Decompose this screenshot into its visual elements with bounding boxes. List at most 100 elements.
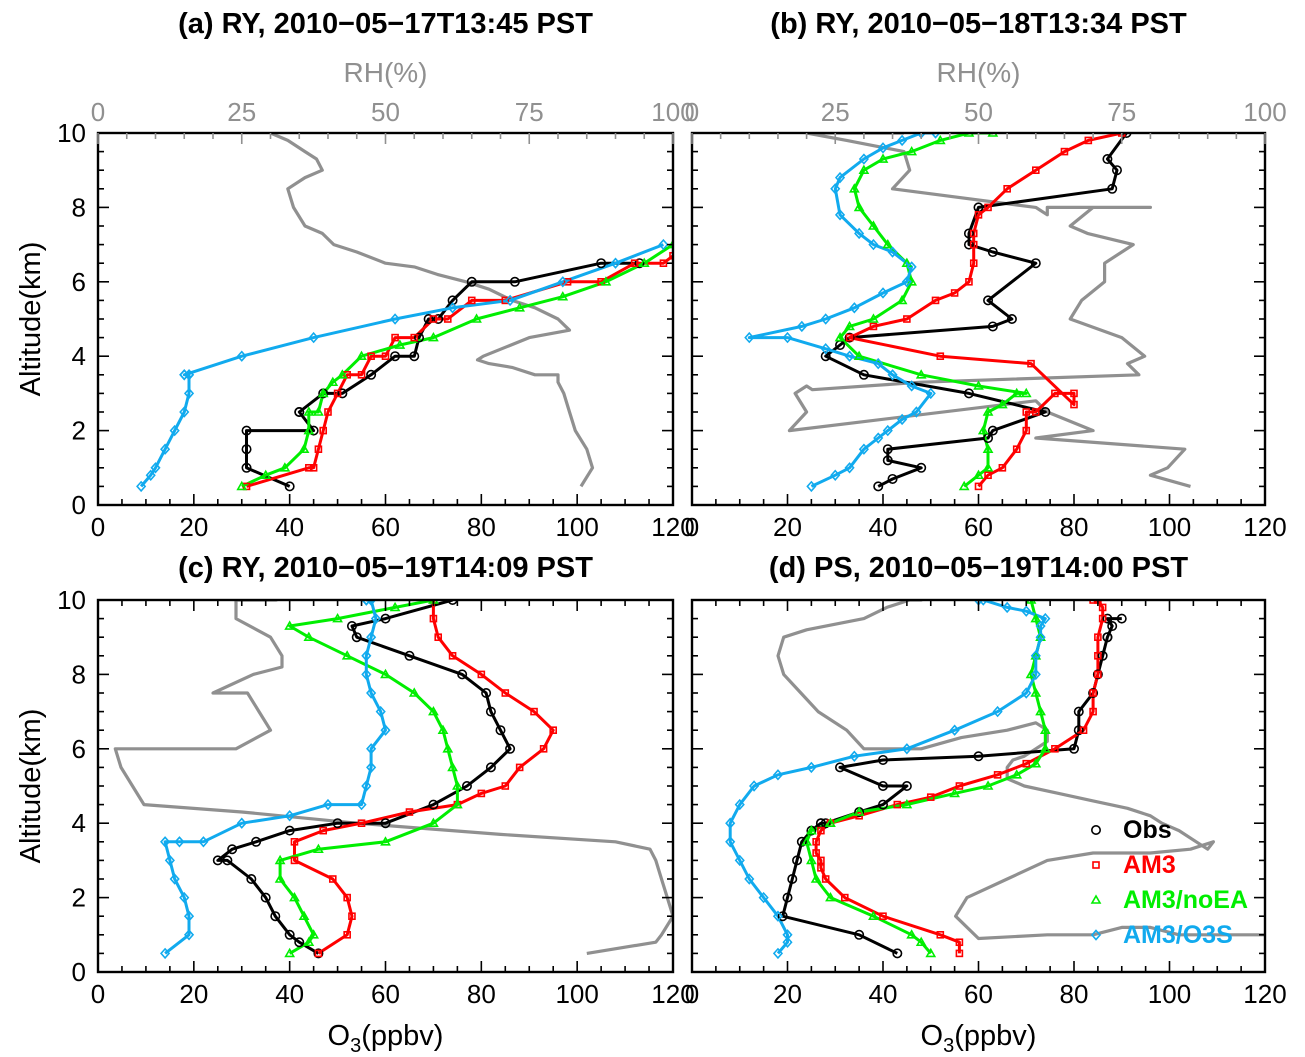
- am3-point: [477, 670, 486, 679]
- noea-point: [303, 631, 315, 642]
- y-tick-label: 2: [72, 883, 86, 913]
- am3-point: [391, 333, 399, 342]
- obs-point: [1092, 669, 1103, 680]
- noea-point: [600, 276, 612, 286]
- noea-point: [327, 376, 339, 387]
- obs-point: [380, 818, 391, 829]
- noea-point: [1030, 758, 1042, 768]
- o3s-point: [906, 261, 917, 273]
- noea-point: [332, 612, 343, 623]
- o3s-point: [361, 668, 372, 681]
- am3-point: [343, 893, 351, 902]
- noea-point: [882, 238, 894, 249]
- am3-point: [984, 203, 992, 212]
- am3-point: [319, 826, 328, 835]
- o3s-line: [747, 133, 936, 488]
- obs-point: [404, 650, 415, 661]
- noea-point: [949, 787, 961, 798]
- noea-line: [241, 243, 673, 488]
- o3s-point: [183, 910, 195, 922]
- o3s-point: [366, 600, 377, 606]
- o3s-point: [901, 276, 912, 288]
- o3s-point: [796, 320, 807, 333]
- o3s-point: [854, 227, 865, 240]
- obs-point: [447, 600, 458, 605]
- am3-point: [467, 296, 476, 305]
- o3s-point: [834, 171, 846, 184]
- noea-point: [1020, 387, 1032, 398]
- noea-point: [260, 469, 272, 480]
- o3s-point: [744, 873, 755, 885]
- o3s-point: [179, 891, 190, 904]
- obs-point: [457, 669, 468, 680]
- am3-point: [1084, 136, 1093, 145]
- o3s-point: [174, 836, 185, 848]
- noea-point: [289, 891, 300, 902]
- am3-point: [879, 912, 887, 921]
- o3s-point: [873, 432, 884, 444]
- o3s-point: [380, 724, 391, 736]
- o3s-point: [992, 705, 1003, 718]
- x-tick-label: 20: [773, 979, 802, 1009]
- am3-point: [530, 707, 538, 716]
- am3-point: [319, 426, 328, 435]
- noea-point: [1030, 650, 1042, 660]
- rh-tick-label: 0: [685, 97, 699, 127]
- o3s-point: [447, 302, 458, 314]
- o3s-point: [749, 780, 760, 792]
- o3s-point: [830, 469, 841, 481]
- noea-point: [868, 910, 879, 921]
- am3-point: [290, 837, 299, 846]
- am3-point: [549, 726, 558, 735]
- obs-point: [423, 313, 434, 324]
- am3-point: [969, 240, 978, 249]
- o3s-point: [1035, 631, 1046, 643]
- am3-point: [448, 651, 457, 660]
- x-tick-label: 40: [275, 512, 304, 542]
- am3-point: [1022, 759, 1031, 768]
- o3s-point: [366, 687, 377, 699]
- am3-point: [659, 259, 668, 268]
- noea-point: [274, 873, 286, 883]
- noea-point: [977, 424, 989, 435]
- am3-point: [1098, 614, 1107, 623]
- am3-point: [1094, 651, 1102, 660]
- noea-point: [442, 743, 454, 753]
- noea-point: [317, 387, 329, 398]
- am3-point: [845, 333, 854, 342]
- am3-line: [293, 600, 555, 955]
- noea-point: [982, 443, 994, 454]
- noea-point: [858, 164, 870, 174]
- y-tick-label: 8: [72, 659, 86, 689]
- rh-tick-label: 25: [227, 97, 256, 127]
- o3s-point: [366, 631, 377, 643]
- rh-tick-label: 100: [1243, 97, 1286, 127]
- am3-point: [1089, 707, 1097, 716]
- am3-point: [539, 744, 548, 753]
- am3-point: [974, 482, 983, 491]
- legend: Obs AM3 AM3/noEA AM3/O3S: [1090, 816, 1248, 949]
- am3-point: [969, 259, 978, 268]
- am3-point: [410, 333, 419, 342]
- noea-point: [1035, 631, 1046, 642]
- obs-point: [987, 321, 998, 332]
- obs-point: [820, 351, 831, 362]
- y-tick-label: 4: [72, 808, 86, 838]
- noea-line: [838, 133, 1028, 488]
- obs-point: [366, 369, 377, 380]
- x-tick-label: 120: [651, 979, 694, 1009]
- obs-point: [796, 836, 807, 847]
- am3-point: [343, 930, 351, 939]
- o3s-point: [160, 443, 171, 455]
- noea-point: [825, 817, 836, 828]
- am3-point: [443, 315, 452, 323]
- noea-point: [1011, 387, 1023, 398]
- noea-point: [901, 798, 913, 809]
- x-tick-label: 60: [964, 512, 993, 542]
- am3-point: [869, 322, 878, 331]
- noea-point: [810, 873, 822, 883]
- obs-point: [844, 332, 855, 343]
- noea-point: [996, 398, 1008, 409]
- obs-point: [1111, 165, 1122, 176]
